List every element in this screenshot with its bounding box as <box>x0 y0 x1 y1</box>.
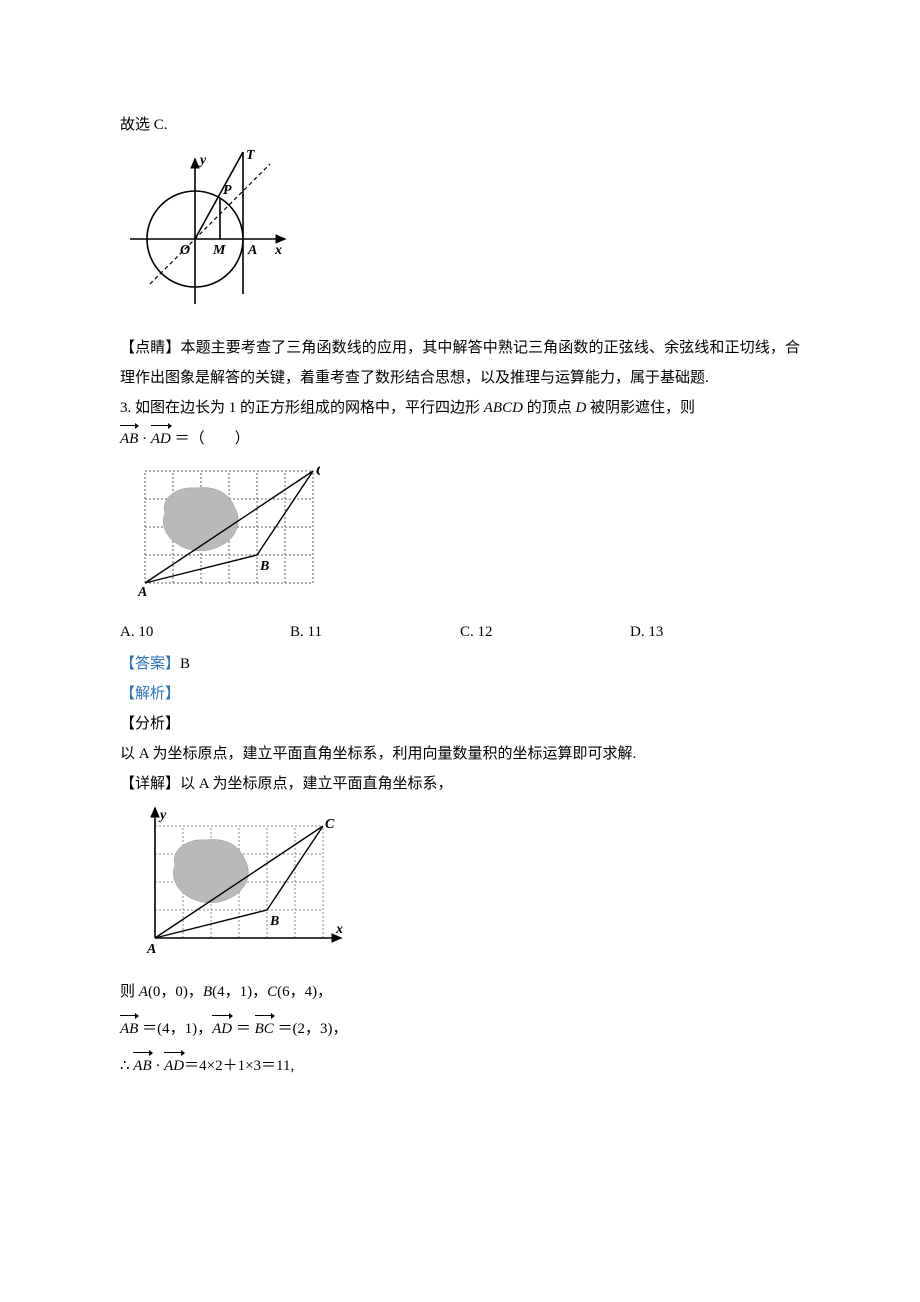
fenxi-text: 以 A 为坐标原点，建立平面直角坐标系，利用向量数量积的坐标运算即可求解. <box>120 739 800 769</box>
svg-text:y: y <box>198 153 207 168</box>
detail-intro: 以 A 为坐标原点，建立平面直角坐标系， <box>180 776 453 792</box>
vec-ab-2: AB <box>120 1013 138 1044</box>
coords-b: (0，0)， <box>148 984 203 1000</box>
figure-grid-1: A B C <box>120 458 800 609</box>
vectors-line: AB ＝(4，1)，AD ＝ BC ＝(2，3)， <box>120 1013 800 1044</box>
q3-eq: ＝（ ） <box>171 431 250 447</box>
option-d: D. 13 <box>630 617 800 647</box>
vec-ab-3: AB <box>133 1050 151 1081</box>
q3-stem-c: 被阴影遮住，则 <box>586 400 695 416</box>
final-calc: ＝4×2＋1×3＝11, <box>184 1058 294 1074</box>
svg-text:C: C <box>325 817 335 832</box>
q3-expr: AB · AD ＝（ ） <box>120 423 800 454</box>
final-line: ∴ AB · AD＝4×2＋1×3＝11, <box>120 1050 800 1081</box>
dot-1: · <box>138 431 151 447</box>
pt-a: A <box>139 984 148 1000</box>
vec-bc: BC <box>255 1013 274 1044</box>
grid2-svg: A B Cx y <box>120 803 345 958</box>
detail-line: 【详解】以 A 为坐标原点，建立平面直角坐标系， <box>120 769 800 799</box>
page: 故选 C. O M Ax y P T 【点睛】本题主要考查了三角函数线的应用，其中解答中熟… <box>0 0 920 1302</box>
svg-text:x: x <box>274 243 282 258</box>
svg-text:O: O <box>180 243 190 258</box>
vec-ad-2: AD <box>212 1013 232 1044</box>
answer-label: 【答案】 <box>120 656 180 672</box>
eq-sym: ＝ <box>232 1021 255 1037</box>
q3-stem-a: 如图在边长为 1 的正方形组成的网格中，平行四边形 <box>135 400 484 416</box>
dianjing-label: 【点睛】 <box>120 340 180 356</box>
grid1-svg: A B C <box>120 458 320 598</box>
svg-text:C: C <box>316 464 320 479</box>
answer-line: 【答案】B <box>120 649 800 679</box>
figure-grid-2: A B Cx y <box>120 803 800 969</box>
svg-text:A: A <box>146 942 156 957</box>
therefore: ∴ <box>120 1058 133 1074</box>
svg-text:T: T <box>246 148 256 163</box>
coords-d: (6，4)， <box>277 984 332 1000</box>
fenxi-label: 【分析】 <box>120 709 800 739</box>
unit-circle-svg: O M Ax y P T <box>120 144 290 314</box>
option-a: A. 10 <box>120 617 290 647</box>
svg-text:P: P <box>223 183 232 198</box>
vec-ab: AB <box>120 423 138 454</box>
coords-line: 则 A(0，0)，B(4，1)，C(6，4)， <box>120 977 800 1007</box>
q3-number: 3. <box>120 400 135 416</box>
q3-stem: 3. 如图在边长为 1 的正方形组成的网格中，平行四边形 ABCD 的顶点 D … <box>120 393 800 423</box>
q3-d: D <box>575 400 586 416</box>
q3-abcd: ABCD <box>484 400 523 416</box>
svg-text:A: A <box>247 243 257 258</box>
dot-2: · <box>152 1058 165 1074</box>
jiexi-label: 【解析】 <box>120 679 800 709</box>
pt-c: C <box>267 984 277 1000</box>
svg-text:A: A <box>137 585 147 598</box>
svg-text:y: y <box>158 808 167 823</box>
vec-ad-3: AD <box>164 1050 184 1081</box>
dianjing-text: 本题主要考查了三角函数线的应用，其中解答中熟记三角函数的正弦线、余弦线和正切线，… <box>120 340 800 386</box>
vec-line-a: ＝(4，1)， <box>138 1021 212 1037</box>
detail-label: 【详解】 <box>120 776 180 792</box>
answer-value: B <box>180 656 190 672</box>
intro-line: 故选 C. <box>120 110 800 140</box>
option-c: C. 12 <box>460 617 630 647</box>
svg-text:B: B <box>269 914 279 929</box>
coords-c: (4，1)， <box>212 984 267 1000</box>
vec-line-b: ＝(2，3)， <box>274 1021 348 1037</box>
svg-text:x: x <box>335 922 343 937</box>
coords-a: 则 <box>120 984 139 1000</box>
comment-dianjing: 【点睛】本题主要考查了三角函数线的应用，其中解答中熟记三角函数的正弦线、余弦线和… <box>120 333 800 393</box>
q3-stem-b: 的顶点 <box>523 400 576 416</box>
q3-options: A. 10 B. 11 C. 12 D. 13 <box>120 617 800 647</box>
pt-b: B <box>203 984 212 1000</box>
figure-unit-circle: O M Ax y P T <box>120 144 800 325</box>
svg-text:B: B <box>259 559 269 574</box>
vec-ad: AD <box>151 423 171 454</box>
option-b: B. 11 <box>290 617 460 647</box>
svg-text:M: M <box>212 243 226 258</box>
